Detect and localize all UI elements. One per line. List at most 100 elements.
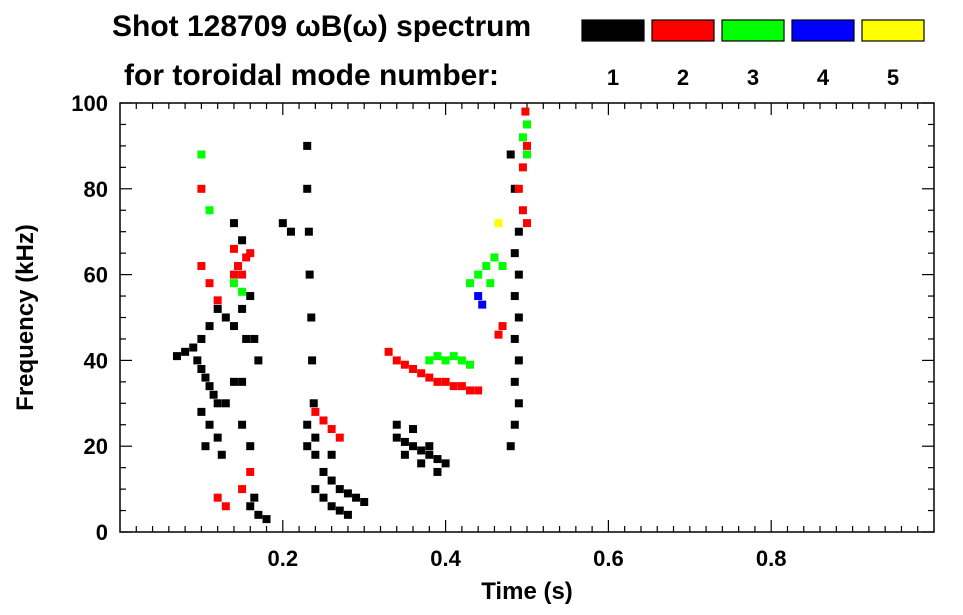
data-point bbox=[319, 416, 328, 425]
data-point bbox=[506, 442, 515, 451]
data-point bbox=[506, 150, 515, 159]
data-point bbox=[523, 120, 531, 129]
data-point bbox=[327, 502, 336, 511]
data-point bbox=[457, 356, 466, 365]
legend-label-3: 3 bbox=[747, 65, 759, 90]
data-point bbox=[433, 377, 442, 386]
data-point bbox=[229, 377, 238, 386]
data-point bbox=[466, 279, 475, 288]
data-point bbox=[441, 459, 450, 468]
data-point bbox=[441, 377, 450, 386]
data-point bbox=[335, 433, 344, 442]
chart-title-line1: Shot 128709 ωB(ω) spectrum bbox=[112, 10, 531, 43]
y-tick-label: 40 bbox=[84, 348, 108, 373]
data-point bbox=[433, 352, 442, 361]
y-axis-label: Frequency (kHz) bbox=[12, 224, 39, 411]
legend-swatch-3 bbox=[721, 19, 785, 42]
data-point bbox=[197, 334, 206, 343]
data-point bbox=[246, 502, 255, 511]
y-tick-label: 60 bbox=[84, 263, 108, 288]
data-point bbox=[319, 493, 328, 502]
y-tick-label: 0 bbox=[96, 520, 108, 545]
data-point bbox=[518, 133, 527, 142]
data-point bbox=[400, 450, 409, 459]
data-point bbox=[205, 206, 214, 215]
data-point bbox=[234, 262, 243, 271]
data-point bbox=[514, 313, 523, 322]
data-point bbox=[262, 515, 271, 524]
data-point bbox=[189, 343, 198, 352]
data-point bbox=[246, 249, 255, 258]
data-point bbox=[303, 141, 312, 150]
data-point bbox=[482, 262, 491, 271]
data-point bbox=[400, 437, 409, 446]
data-point bbox=[510, 249, 519, 258]
data-point bbox=[305, 270, 314, 279]
data-point bbox=[238, 270, 247, 279]
legend-swatch-1 bbox=[581, 19, 645, 42]
data-point bbox=[197, 407, 206, 416]
legend-swatch-5 bbox=[861, 19, 925, 42]
data-point bbox=[311, 450, 320, 459]
data-point bbox=[246, 442, 255, 451]
data-point bbox=[254, 510, 263, 519]
data-point bbox=[514, 270, 523, 279]
data-point bbox=[417, 369, 426, 378]
data-point bbox=[250, 493, 259, 502]
legend: 1 2 3 4 5 bbox=[581, 19, 925, 90]
data-point bbox=[409, 442, 418, 451]
legend-label-1: 1 bbox=[607, 65, 619, 90]
data-point bbox=[498, 262, 507, 271]
data-point bbox=[197, 262, 206, 271]
data-point bbox=[205, 382, 214, 391]
data-point bbox=[201, 442, 210, 451]
series-3 bbox=[197, 120, 531, 369]
data-point bbox=[474, 270, 483, 279]
data-point bbox=[343, 489, 352, 498]
data-point bbox=[417, 446, 426, 455]
data-point bbox=[523, 150, 531, 159]
series-1 bbox=[172, 141, 523, 524]
data-point bbox=[514, 356, 523, 365]
data-point bbox=[343, 510, 352, 519]
data-point bbox=[213, 296, 222, 305]
data-point bbox=[246, 292, 255, 301]
data-point bbox=[523, 219, 531, 228]
data-point bbox=[213, 304, 222, 313]
data-point bbox=[238, 420, 247, 429]
data-point bbox=[213, 433, 222, 442]
data-point bbox=[221, 399, 230, 408]
legend-swatch-4 bbox=[791, 19, 855, 42]
data-point bbox=[205, 420, 214, 429]
plot-frame bbox=[119, 102, 935, 533]
data-marks bbox=[172, 107, 531, 524]
data-point bbox=[193, 356, 202, 365]
x-tick-label: 0.6 bbox=[593, 546, 624, 571]
data-point bbox=[307, 313, 316, 322]
data-point bbox=[327, 450, 336, 459]
data-point bbox=[229, 219, 238, 228]
data-point bbox=[303, 184, 312, 193]
data-point bbox=[209, 390, 218, 399]
data-point bbox=[392, 356, 401, 365]
data-point bbox=[246, 467, 255, 476]
data-point bbox=[238, 377, 247, 386]
data-point bbox=[205, 322, 214, 331]
y-tick-label: 100 bbox=[71, 91, 108, 116]
data-point bbox=[433, 467, 442, 476]
data-point bbox=[510, 184, 519, 193]
data-point bbox=[205, 279, 214, 288]
data-point bbox=[425, 450, 434, 459]
data-point bbox=[238, 485, 247, 494]
data-point bbox=[510, 334, 519, 343]
data-point bbox=[466, 360, 475, 369]
data-point bbox=[311, 433, 320, 442]
data-point bbox=[425, 356, 434, 365]
data-point bbox=[449, 382, 458, 391]
data-point bbox=[286, 227, 295, 236]
data-point bbox=[278, 219, 287, 228]
data-point bbox=[510, 377, 519, 386]
data-point bbox=[449, 352, 458, 361]
data-point bbox=[319, 467, 328, 476]
data-point bbox=[309, 399, 318, 408]
